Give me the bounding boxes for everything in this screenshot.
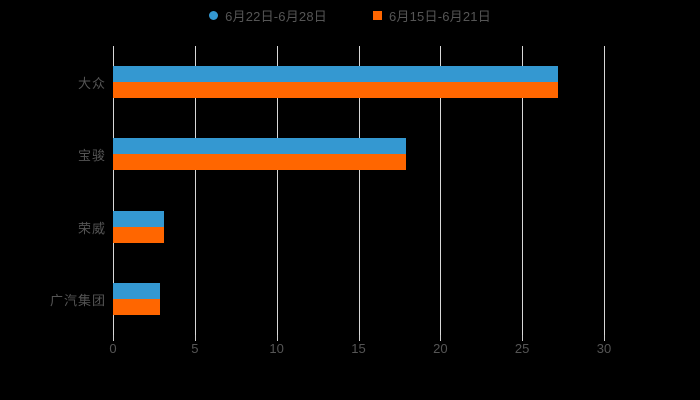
x-axis-tick-label: 0 (109, 341, 117, 356)
bar-group (113, 66, 604, 99)
legend-square-marker-icon (373, 11, 382, 20)
gridline (276, 46, 278, 335)
legend-label: 6月22日-6月28日 (225, 9, 327, 24)
x-axis-tick-label: 15 (351, 341, 366, 356)
x-axis-tick-label: 25 (514, 341, 530, 356)
bar-group (113, 282, 604, 315)
gridline (604, 46, 605, 335)
gridline (358, 46, 360, 335)
y-axis-tick-label: 荣威 (77, 220, 106, 236)
x-axis-tick-mark (113, 335, 114, 341)
x-axis-tick-label: 30 (596, 341, 612, 356)
bar[interactable] (113, 138, 406, 155)
y-axis-tick-label: 广汽集团 (49, 292, 106, 308)
y-axis-line (113, 46, 114, 335)
bar[interactable] (113, 282, 161, 299)
bar[interactable] (113, 226, 164, 243)
x-axis: 0 5 10 15 20 25 30 (109, 335, 611, 361)
gridline (522, 46, 524, 335)
gridline (194, 46, 196, 335)
x-axis-tick-label: 5 (191, 341, 199, 356)
legend-circle-marker-icon (209, 11, 219, 20)
y-axis-category-labels: 大众宝骏荣威广汽集团 (0, 46, 106, 335)
x-axis-tick-mark (358, 335, 360, 341)
x-axis-tick-mark (276, 335, 278, 341)
bar[interactable] (113, 298, 161, 315)
bar-group (113, 210, 604, 243)
x-axis-tick-mark (194, 335, 196, 341)
bar-group (113, 138, 604, 171)
bar[interactable] (113, 66, 559, 83)
x-axis-tick-label: 20 (433, 341, 448, 356)
chart-legend: 6月22日-6月28日 6月15日-6月21日 (0, 6, 700, 25)
y-axis-tick-label: 大众 (77, 76, 106, 92)
plot-area (113, 46, 605, 335)
bar[interactable] (113, 154, 406, 171)
x-axis-tick-mark (522, 335, 524, 341)
legend-entry[interactable]: 6月15日-6月21日 (373, 6, 491, 25)
legend-label: 6月15日-6月21日 (389, 9, 491, 24)
x-axis-tick-mark (440, 335, 442, 341)
legend-entry[interactable]: 6月22日-6月28日 (209, 6, 327, 25)
x-axis-tick-label: 10 (269, 341, 284, 356)
gridline (440, 46, 442, 335)
y-axis-tick-label: 宝骏 (77, 148, 106, 164)
bar[interactable] (113, 210, 164, 227)
x-axis-tick-mark (604, 335, 605, 341)
bar[interactable] (113, 82, 559, 99)
